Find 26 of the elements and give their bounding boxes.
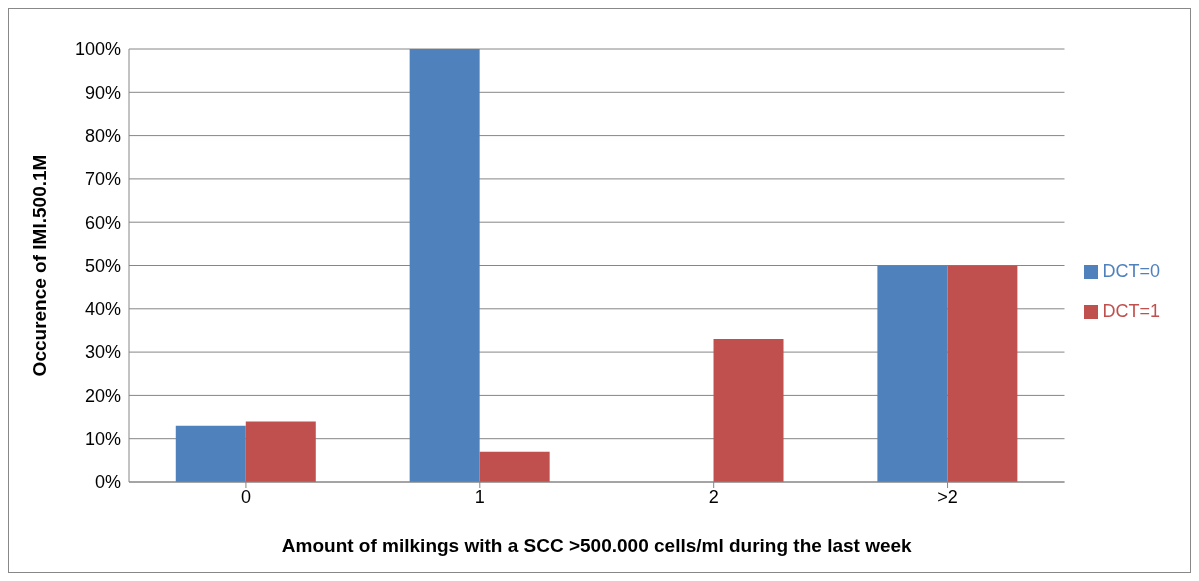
- x-tick-label: 0: [240, 486, 251, 507]
- bar: [175, 425, 246, 482]
- y-tick-label: 50%: [84, 255, 121, 276]
- x-axis-title: Amount of milkings with a SCC >500.000 cells/ml during the last week: [281, 535, 913, 556]
- y-tick-label: 40%: [84, 299, 121, 320]
- legend-label: DCT=1: [1102, 300, 1160, 321]
- y-tick-label: 70%: [84, 169, 121, 190]
- y-tick-label: 60%: [84, 212, 121, 233]
- y-tick-label: 100%: [74, 39, 121, 60]
- bar: [713, 339, 784, 482]
- y-axis-title: Occurence of IMI.500.1M: [28, 154, 50, 377]
- y-tick-label: 90%: [84, 82, 121, 103]
- x-tick-label: 2: [708, 486, 719, 507]
- y-tick-label: 10%: [84, 429, 121, 450]
- bar: [877, 265, 948, 482]
- bar: [245, 421, 316, 482]
- y-tick-label: 20%: [84, 385, 121, 406]
- y-tick-label: 80%: [84, 125, 121, 146]
- x-tick-label: >2: [937, 486, 958, 507]
- bar: [479, 451, 550, 482]
- bar: [947, 265, 1018, 482]
- x-tick-label: 1: [474, 486, 485, 507]
- bar: [409, 49, 480, 482]
- y-tick-label: 0%: [94, 472, 121, 493]
- legend-label: DCT=0: [1102, 260, 1160, 281]
- y-tick-label: 30%: [84, 342, 121, 363]
